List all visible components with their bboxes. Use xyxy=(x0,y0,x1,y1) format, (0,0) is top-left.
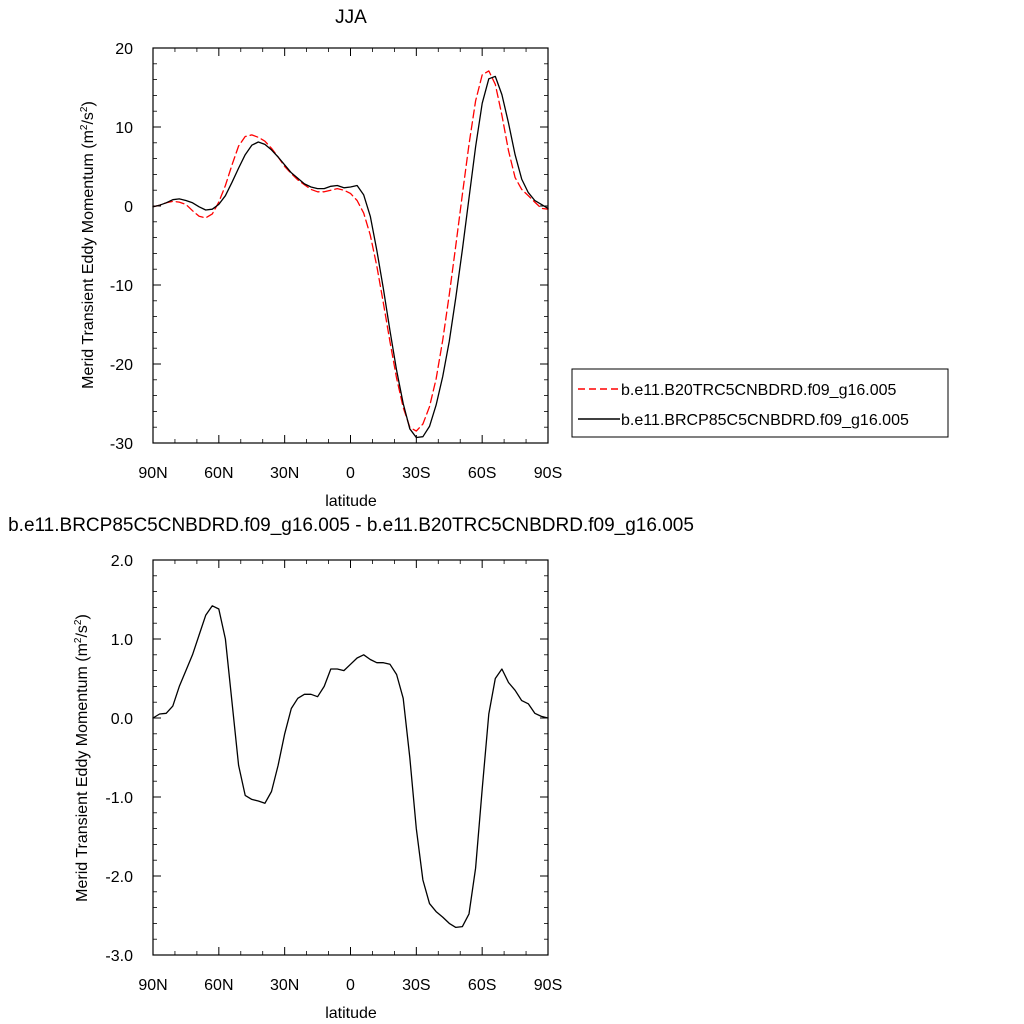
x-axis-label: latitude xyxy=(325,493,377,510)
x-tick-label: 0 xyxy=(346,977,355,994)
x-tick-label: 90N xyxy=(138,465,167,482)
y-tick-labels: -3.0 -2.0 -1.0 0.0 1.0 2.0 xyxy=(105,553,133,965)
tick-marks xyxy=(152,47,549,444)
x-tick-label: 0 xyxy=(346,465,355,482)
legend-label-historical: b.e11.B20TRC5CNBDRD.f09_g16.005 xyxy=(621,382,897,399)
y-tick-label: -10 xyxy=(110,278,133,295)
x-tick-label: 60N xyxy=(204,977,233,994)
plot-frame xyxy=(152,47,549,444)
y-tick-label: -20 xyxy=(110,357,133,374)
x-tick-label: 30S xyxy=(402,977,430,994)
x-tick-label: 90N xyxy=(138,977,167,994)
y-tick-label: -1.0 xyxy=(105,790,133,807)
x-tick-label: 90S xyxy=(534,465,562,482)
x-tick-label: 60S xyxy=(468,977,496,994)
x-tick-label: 30N xyxy=(270,465,299,482)
legend-box xyxy=(571,368,949,438)
chart-title: JJA xyxy=(335,7,367,28)
series-line-1 xyxy=(152,75,549,439)
y-tick-label: 1.0 xyxy=(111,632,133,649)
panel-bottom: b.e11.BRCP85C5CNBDRD.f09_g16.005 - b.e11… xyxy=(8,515,694,1022)
panel-top: JJA -30 -20 -10 0 10 20 90N 60N 30N 0 30S 60S 90S l… xyxy=(79,7,949,510)
x-axis-label: latitude xyxy=(325,1005,377,1022)
y-tick-label: 20 xyxy=(115,41,133,58)
x-tick-labels: 90N 60N 30N 0 30S 60S 90S xyxy=(138,977,562,994)
chart-title: b.e11.BRCP85C5CNBDRD.f09_g16.005 - b.e11… xyxy=(8,515,694,536)
y-tick-labels: -30 -20 -10 0 10 20 xyxy=(110,41,133,453)
y-axis-label: Merid Transient Eddy Momentum (m2/s2) xyxy=(79,101,97,389)
x-tick-label: 30N xyxy=(270,977,299,994)
x-tick-labels: 90N 60N 30N 0 30S 60S 90S xyxy=(138,465,562,482)
x-tick-label: 60S xyxy=(468,465,496,482)
y-tick-label: 2.0 xyxy=(111,553,133,570)
y-axis-label: Merid Transient Eddy Momentum (m2/s2) xyxy=(73,614,91,902)
x-tick-label: 60N xyxy=(204,465,233,482)
y-tick-label: 10 xyxy=(115,120,133,137)
y-tick-label: -30 xyxy=(110,436,133,453)
plot-frame xyxy=(152,559,549,956)
y-tick-label: -2.0 xyxy=(105,869,133,886)
series-line-0 xyxy=(152,605,549,929)
y-tick-label: 0.0 xyxy=(111,711,133,728)
series-lines xyxy=(152,605,549,929)
x-tick-label: 30S xyxy=(402,465,430,482)
legend-label-rcp85: b.e11.BRCP85C5CNBDRD.f09_g16.005 xyxy=(621,412,909,429)
y-tick-label: -3.0 xyxy=(105,948,133,965)
legend: b.e11.B20TRC5CNBDRD.f09_g16.005 b.e11.BR… xyxy=(571,368,949,438)
y-tick-label: 0 xyxy=(124,199,133,216)
series-lines xyxy=(152,70,549,439)
tick-marks xyxy=(152,559,549,956)
x-tick-label: 90S xyxy=(534,977,562,994)
series-line-0 xyxy=(152,70,549,432)
